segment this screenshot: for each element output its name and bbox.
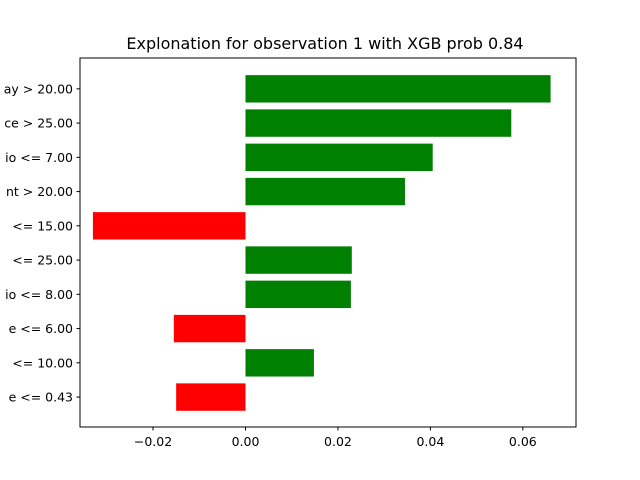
bar-8 bbox=[245, 349, 314, 377]
y-tick-label-5: <= 25.00 bbox=[12, 253, 73, 268]
bar-0 bbox=[245, 75, 551, 103]
bar-6 bbox=[245, 280, 351, 309]
y-tick-label-1: ce > 25.00 bbox=[4, 116, 73, 131]
bars bbox=[92, 75, 551, 411]
y-tick-label-7: e <= 6.00 bbox=[9, 321, 73, 336]
x-tick-label-2: 0.02 bbox=[324, 434, 352, 449]
bar-5 bbox=[245, 246, 352, 274]
x-tick-label-0: −0.02 bbox=[134, 434, 172, 449]
y-tick-label-6: io <= 8.00 bbox=[5, 287, 73, 302]
y-axis-ticks: ay > 20.00 ce > 25.00 io <= 7.00 nt > 20.00… bbox=[4, 81, 80, 405]
y-tick-label-4: <= 15.00 bbox=[12, 218, 73, 233]
bar-2 bbox=[245, 143, 433, 172]
bar-4 bbox=[92, 212, 246, 240]
x-tick-label-3: 0.04 bbox=[416, 434, 444, 449]
x-tick-label-4: 0.06 bbox=[509, 434, 537, 449]
y-tick-label-0: ay > 20.00 bbox=[4, 81, 73, 96]
x-tick-label-1: 0.00 bbox=[232, 434, 260, 449]
chart-title: Explonation for observation 1 with XGB p… bbox=[126, 34, 523, 53]
bar-1 bbox=[245, 109, 512, 137]
y-tick-label-3: nt > 20.00 bbox=[6, 184, 73, 199]
x-axis-ticks: −0.02 0.00 0.02 0.04 0.06 bbox=[134, 427, 537, 449]
bar-9 bbox=[176, 383, 246, 411]
y-tick-label-2: io <= 7.00 bbox=[5, 150, 73, 165]
y-tick-label-9: e <= 0.43 bbox=[9, 390, 73, 405]
bar-3 bbox=[245, 177, 405, 206]
plot-frame bbox=[79, 57, 577, 428]
y-tick-label-8: <= 10.00 bbox=[12, 355, 73, 370]
bar-7 bbox=[173, 314, 246, 343]
